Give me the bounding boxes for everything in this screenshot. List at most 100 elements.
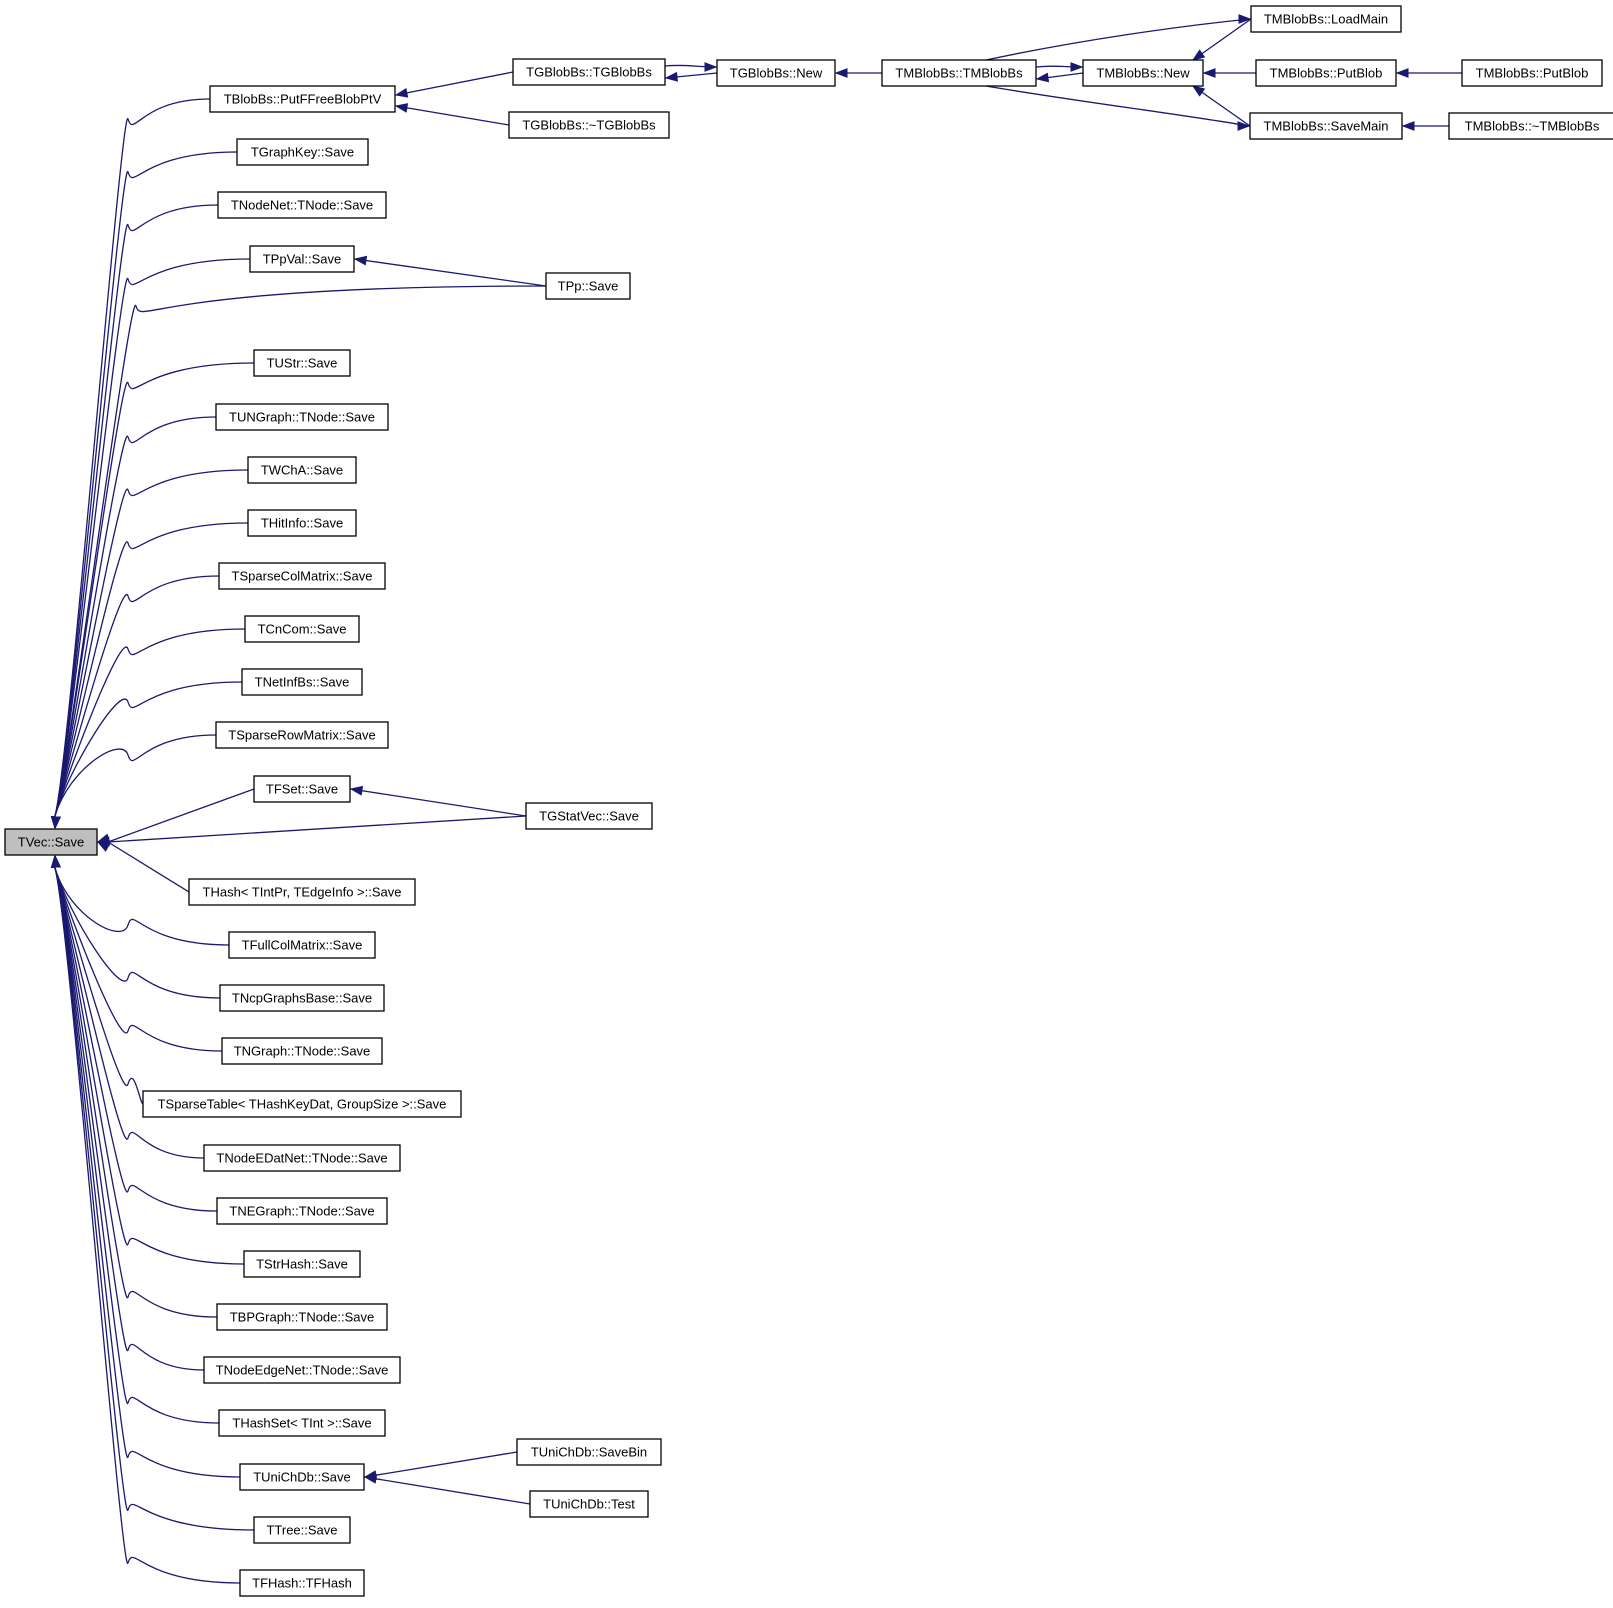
node-thash-tintpr-save[interactable]: THash< TIntPr, TEdgeInfo >::Save	[188, 878, 416, 906]
node-box	[1249, 112, 1403, 140]
node-label: TGBlobBs::New	[730, 66, 823, 81]
node-box	[215, 721, 389, 749]
node-box	[188, 878, 416, 906]
node-twcha-save[interactable]: TWChA::Save	[247, 456, 357, 484]
node-box	[203, 1144, 401, 1172]
node-tnodeedgenet-tnode-save[interactable]: TNodeEdgeNet::TNode::Save	[203, 1356, 401, 1384]
edge-line	[364, 1476, 531, 1505]
node-tvec-save[interactable]: TVec::Save	[4, 828, 98, 856]
node-tunichdb-test[interactable]: TUniChDb::Test	[529, 1490, 649, 1518]
node-tncpgraphsbase-save[interactable]: TNcpGraphsBase::Save	[219, 984, 385, 1012]
node-label: TNodeEDatNet::TNode::Save	[216, 1151, 387, 1166]
node-label: TGBlobBs::TGBlobBs	[526, 65, 652, 80]
node-tgstatvec-save[interactable]: TGStatVec::Save	[525, 802, 653, 830]
node-tnegraph-tnode-save[interactable]: TNEGraph::TNode::Save	[216, 1197, 388, 1225]
edge-line	[54, 867, 205, 1159]
node-tustr-save[interactable]: TUStr::Save	[253, 349, 351, 377]
node-tgblobbs-new[interactable]: TGBlobBs::New	[716, 59, 836, 87]
edge-line	[54, 628, 246, 817]
edge	[664, 71, 718, 82]
node-tnetinfbs-save[interactable]: TNetInfBs::Save	[241, 668, 363, 696]
edge	[50, 681, 243, 830]
edge-line	[54, 98, 211, 817]
node-tmblobbs-putblob-1[interactable]: TMBlobBs::PutBlob	[1255, 59, 1397, 87]
node-thashset-tint-save[interactable]: THashSet< TInt >::Save	[218, 1409, 386, 1437]
node-box	[209, 85, 396, 113]
edge-arrowhead	[1035, 72, 1050, 83]
node-tmblobbs-dtor[interactable]: TMBlobBs::~TMBlobBs	[1448, 112, 1613, 140]
node-tgraphkey-save[interactable]: TGraphKey::Save	[236, 138, 369, 166]
node-tungraph-tnode-save[interactable]: TUNGraph::TNode::Save	[215, 403, 389, 431]
node-tfhash-tfhash[interactable]: TFHash::TFHash	[239, 1569, 365, 1597]
node-tsparsecolmatrix-save[interactable]: TSparseColMatrix::Save	[218, 562, 386, 590]
node-tmblobbs-savemain[interactable]: TMBlobBs::SaveMain	[1249, 112, 1403, 140]
edge-arrowhead	[96, 841, 111, 852]
node-box	[219, 984, 385, 1012]
node-thitinfo-save[interactable]: THitInfo::Save	[247, 509, 357, 537]
edge-arrowhead	[353, 255, 368, 266]
edge-line	[1192, 85, 1251, 127]
edge-arrowhead	[1395, 68, 1409, 78]
node-tnodenet-tnode-save[interactable]: TNodeNet::TNode::Save	[217, 191, 387, 219]
node-tunichdb-save[interactable]: TUniChDb::Save	[239, 1463, 365, 1491]
node-tfset-save[interactable]: TFSet::Save	[253, 775, 351, 803]
node-label: TBlobBs::PutFFreeBlobPtV	[224, 92, 382, 107]
edge-arrowhead	[1202, 68, 1216, 78]
node-tsparserowmatrix-save[interactable]: TSparseRowMatrix::Save	[215, 721, 389, 749]
node-tmblobbs-putblob-2[interactable]: TMBlobBs::PutBlob	[1461, 59, 1603, 87]
node-box	[1255, 59, 1397, 87]
node-label: TGraphKey::Save	[251, 145, 354, 160]
node-box	[239, 1463, 365, 1491]
node-tmblobbs-loadmain[interactable]: TMBlobBs::LoadMain	[1250, 5, 1402, 33]
node-label: TWChA::Save	[261, 463, 343, 478]
node-label: TMBlobBs::New	[1096, 66, 1190, 81]
node-label: TFSet::Save	[266, 782, 338, 797]
node-tpp-save[interactable]: TPp::Save	[545, 272, 631, 300]
node-tmblobbs-tmblobbs[interactable]: TMBlobBs::TMBlobBs	[881, 59, 1037, 87]
edge-arrowhead	[394, 103, 409, 113]
edge-line	[54, 867, 205, 1371]
node-label: TMBlobBs::PutBlob	[1476, 66, 1589, 81]
node-tgblobbs-dtor[interactable]: TGBlobBs::~TGBlobBs	[508, 111, 670, 139]
node-tgblobbs-tgblobbs[interactable]: TGBlobBs::TGBlobBs	[512, 58, 666, 86]
node-label: TFullColMatrix::Save	[242, 938, 363, 953]
node-label: TPp::Save	[558, 279, 619, 294]
node-box	[4, 828, 98, 856]
node-label: TUStr::Save	[267, 356, 338, 371]
edge-arrowhead	[349, 785, 364, 796]
node-tunichdb-savebin[interactable]: TUniChDb::SaveBin	[516, 1438, 662, 1466]
node-label: TMBlobBs::PutBlob	[1270, 66, 1383, 81]
node-tnodeedatnet-tnode-save[interactable]: TNodeEDatNet::TNode::Save	[203, 1144, 401, 1172]
node-tppval-save[interactable]: TPpVal::Save	[249, 245, 355, 273]
edge	[50, 734, 217, 830]
edge	[50, 854, 218, 1318]
edge	[1202, 68, 1256, 78]
edge	[349, 785, 527, 817]
edge-line	[54, 867, 245, 1265]
node-tcncom-save[interactable]: TCnCom::Save	[244, 615, 360, 643]
edge-line	[54, 867, 223, 1052]
edge-line	[985, 85, 1250, 127]
node-label: TNGraph::TNode::Save	[234, 1044, 371, 1059]
edge	[1035, 72, 1084, 83]
edges-layer	[50, 14, 1462, 1584]
edge	[1401, 121, 1449, 131]
node-box	[247, 509, 357, 537]
node-label: TNetInfBs::Save	[255, 675, 350, 690]
node-tstrhash-save[interactable]: TStrHash::Save	[243, 1250, 361, 1278]
node-box	[142, 1090, 462, 1118]
node-box	[253, 1516, 351, 1544]
node-box	[529, 1490, 649, 1518]
node-tfullcolmatrix-save[interactable]: TFullColMatrix::Save	[228, 931, 376, 959]
node-box	[249, 245, 355, 273]
edge-line	[395, 71, 514, 96]
node-tmblobbs-new[interactable]: TMBlobBs::New	[1082, 59, 1204, 87]
node-tbpgraph-tnode-save[interactable]: TBPGraph::TNode::Save	[216, 1303, 388, 1331]
edge-line	[54, 151, 238, 817]
node-tblobbs-putffreeblobptv[interactable]: TBlobBs::PutFFreeBlobPtV	[209, 85, 396, 113]
node-tsparsetable-save[interactable]: TSparseTable< THashKeyDat, GroupSize >::…	[142, 1090, 462, 1118]
edge-line	[54, 867, 241, 1478]
node-tngraph-tnode-save[interactable]: TNGraph::TNode::Save	[221, 1037, 383, 1065]
node-ttree-save[interactable]: TTree::Save	[253, 1516, 351, 1544]
